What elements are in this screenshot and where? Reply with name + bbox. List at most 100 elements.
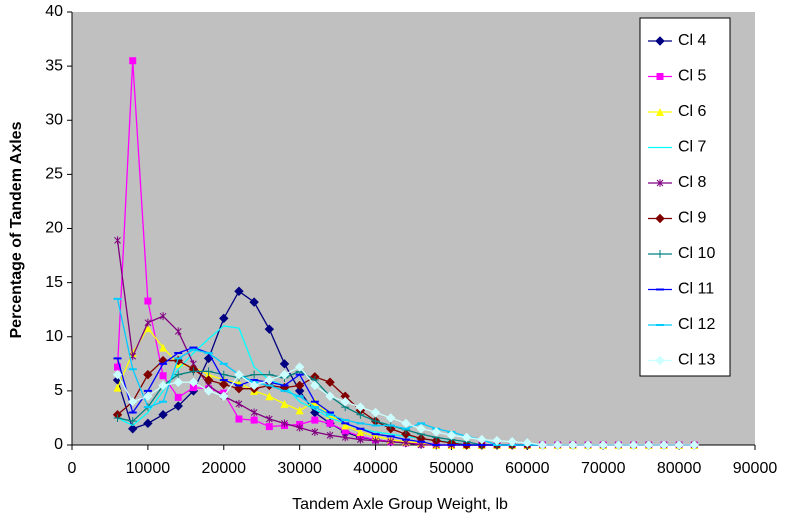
marker bbox=[656, 179, 664, 187]
marker bbox=[371, 417, 380, 426]
marker bbox=[204, 367, 213, 376]
marker bbox=[295, 406, 304, 415]
marker bbox=[446, 430, 457, 440]
marker bbox=[583, 440, 593, 450]
x-tick-label: 90000 bbox=[733, 460, 778, 477]
marker bbox=[656, 73, 664, 80]
marker bbox=[203, 375, 214, 385]
marker bbox=[144, 297, 152, 305]
marker bbox=[341, 421, 350, 430]
marker bbox=[250, 408, 258, 417]
marker bbox=[159, 312, 167, 321]
marker bbox=[310, 380, 320, 391]
marker bbox=[128, 424, 138, 434]
marker bbox=[357, 435, 364, 444]
marker bbox=[114, 363, 122, 371]
marker bbox=[113, 383, 122, 392]
y-tick-label: 0 bbox=[54, 436, 63, 453]
marker bbox=[219, 313, 229, 324]
marker bbox=[655, 355, 665, 366]
marker bbox=[173, 401, 183, 411]
marker bbox=[326, 419, 334, 427]
marker bbox=[265, 423, 273, 431]
marker bbox=[598, 440, 608, 450]
marker bbox=[264, 375, 275, 385]
legend-label: Cl 5 bbox=[678, 68, 707, 85]
marker bbox=[174, 327, 182, 336]
x-tick-label: 70000 bbox=[581, 460, 626, 477]
x-tick-label: 0 bbox=[68, 460, 77, 477]
marker bbox=[189, 367, 198, 376]
marker bbox=[279, 359, 290, 369]
marker bbox=[235, 399, 243, 408]
marker bbox=[416, 424, 426, 434]
marker bbox=[128, 417, 137, 426]
marker bbox=[280, 399, 289, 408]
marker bbox=[129, 57, 137, 65]
marker bbox=[189, 384, 197, 392]
legend-label: Cl 9 bbox=[678, 210, 707, 227]
marker bbox=[112, 369, 123, 380]
legend-label: Cl 10 bbox=[678, 245, 715, 262]
y-tick-label: 5 bbox=[54, 382, 63, 399]
marker bbox=[219, 379, 229, 390]
x-tick-label: 20000 bbox=[202, 460, 247, 477]
marker bbox=[188, 377, 199, 387]
marker bbox=[370, 407, 381, 418]
marker bbox=[492, 435, 502, 446]
legend: Cl 4 Cl 5 Cl 6 Cl 7 Cl 8 Cl 9 Cl 10 Cl 11 Cl 12 C… bbox=[639, 17, 731, 377]
marker bbox=[341, 427, 349, 435]
x-tick-label: 40000 bbox=[353, 460, 398, 477]
marker bbox=[158, 409, 168, 420]
marker bbox=[294, 380, 305, 391]
marker bbox=[249, 380, 259, 391]
marker bbox=[265, 392, 274, 401]
marker bbox=[325, 377, 335, 387]
marker bbox=[264, 324, 275, 334]
marker bbox=[522, 438, 533, 448]
y-tick-label: 30 bbox=[45, 111, 63, 128]
marker bbox=[386, 413, 396, 423]
marker bbox=[294, 362, 305, 372]
marker bbox=[294, 386, 305, 396]
marker bbox=[537, 440, 548, 450]
legend-label: Cl 13 bbox=[678, 352, 715, 369]
marker bbox=[356, 428, 365, 437]
marker bbox=[552, 440, 563, 450]
legend-label: Cl 6 bbox=[678, 103, 707, 120]
marker bbox=[235, 415, 243, 423]
marker bbox=[144, 318, 152, 327]
legend-label: Cl 7 bbox=[678, 139, 707, 156]
x-tick-label: 60000 bbox=[505, 460, 550, 477]
legend-label: Cl 12 bbox=[678, 316, 715, 333]
y-tick-label: 35 bbox=[45, 57, 63, 74]
marker bbox=[326, 431, 334, 440]
marker bbox=[613, 440, 624, 450]
marker bbox=[311, 428, 319, 437]
marker bbox=[234, 384, 244, 394]
marker bbox=[173, 377, 183, 387]
marker bbox=[372, 436, 379, 445]
marker bbox=[250, 416, 258, 424]
marker bbox=[219, 391, 229, 401]
marker bbox=[311, 416, 319, 424]
marker bbox=[356, 410, 365, 419]
marker bbox=[143, 324, 152, 333]
marker bbox=[143, 369, 153, 380]
marker bbox=[158, 380, 168, 391]
marker bbox=[507, 437, 517, 447]
x-axis-label: Tandem Axle Group Weight, lb bbox=[292, 496, 508, 513]
marker bbox=[355, 402, 366, 412]
marker bbox=[249, 297, 259, 307]
y-tick-label: 25 bbox=[45, 166, 63, 183]
marker bbox=[203, 386, 214, 396]
y-axis-label: Percentage of Tandem Axles bbox=[8, 121, 25, 338]
x-tick-label: 10000 bbox=[126, 460, 171, 477]
marker bbox=[174, 370, 183, 379]
marker bbox=[689, 440, 699, 450]
marker bbox=[234, 369, 244, 380]
marker bbox=[174, 393, 182, 401]
marker bbox=[340, 396, 350, 407]
marker bbox=[159, 343, 168, 352]
